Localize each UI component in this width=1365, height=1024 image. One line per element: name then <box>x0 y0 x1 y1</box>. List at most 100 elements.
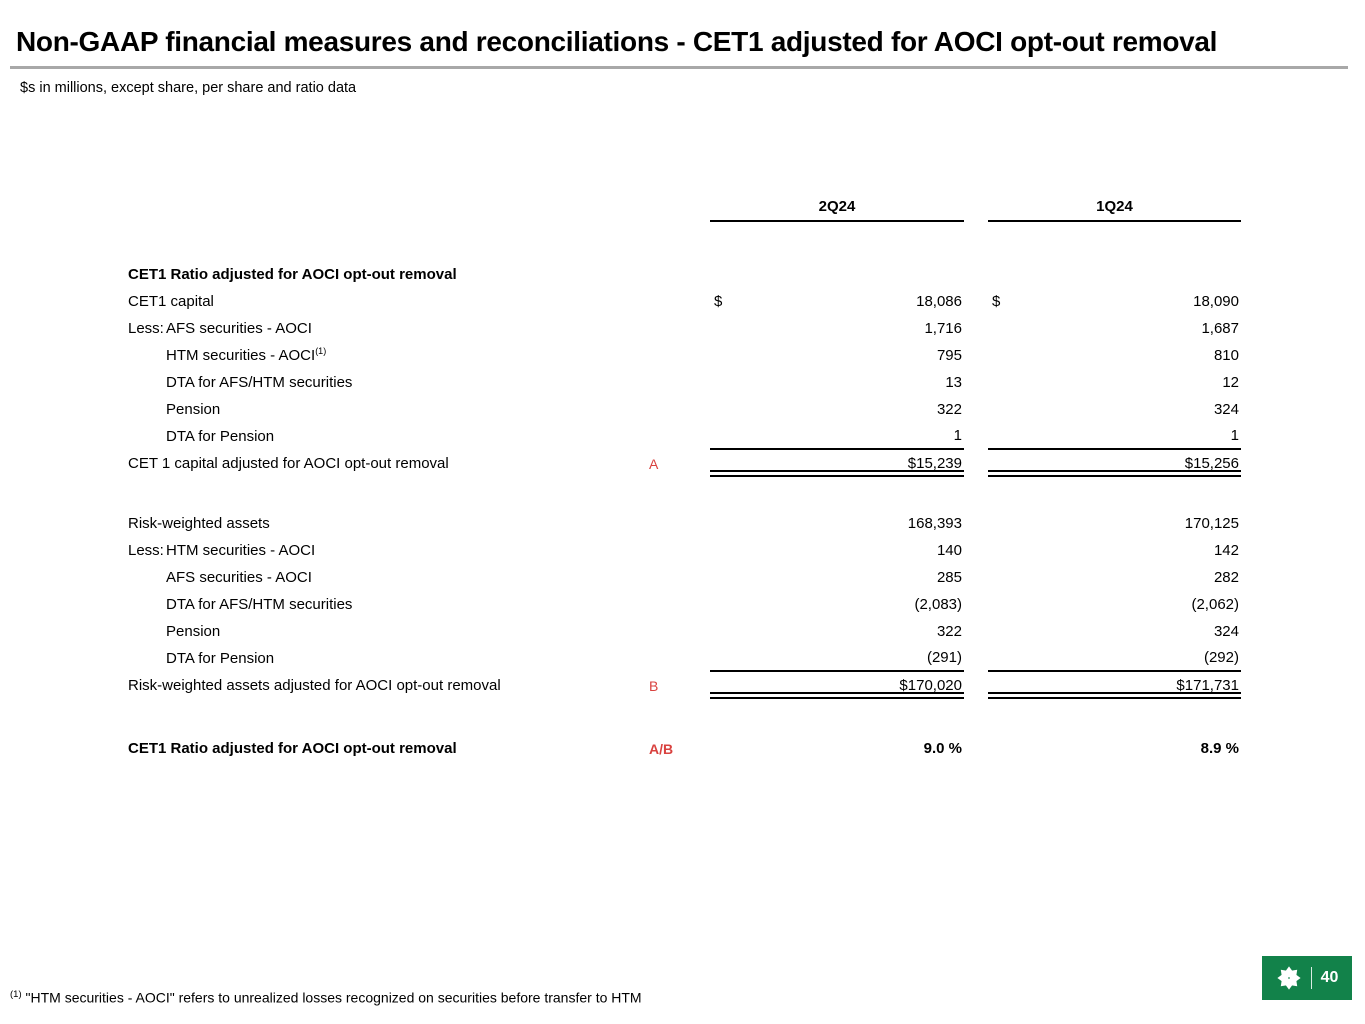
citizens-pinwheel-icon <box>1276 965 1302 991</box>
table-row: CET 1 capital adjusted for AOCI opt-out … <box>128 450 1241 477</box>
row-label-text: HTM securities - AOCI <box>166 542 316 559</box>
row-label-text: Pension <box>166 401 221 418</box>
row-label-text: AFS securities - AOCI <box>166 320 312 337</box>
row-label: HTM securities - AOCI(1) <box>128 346 645 365</box>
value-cell: 12 <box>988 369 1241 396</box>
cell-value: 810 <box>1213 347 1239 364</box>
value-cell: 795 <box>710 342 964 369</box>
row-label-text: CET1 Ratio adjusted for AOCI opt-out rem… <box>128 740 457 757</box>
footnote-marker: (1) <box>10 989 22 1000</box>
value-cell: 322 <box>710 396 964 423</box>
value-cell: 142 <box>988 537 1241 564</box>
row-label: DTA for Pension <box>128 650 645 667</box>
section-spacer <box>128 699 1241 735</box>
table-row: AFS securities - AOCI 285 282 <box>128 564 1241 591</box>
cell-value: $15,256 <box>1184 455 1239 472</box>
cell-value: 1 <box>953 427 962 444</box>
cell-value: 8.9 % <box>1200 740 1239 757</box>
row-reference-letter: B <box>649 677 659 694</box>
table-row: CET1 capital $18,086 $18,090 <box>128 288 1241 315</box>
row-label: Pension <box>128 623 645 640</box>
cell-value: $170,020 <box>899 677 962 694</box>
cell-value: 282 <box>1213 569 1239 586</box>
row-label: DTA for Pension <box>128 428 645 445</box>
row-label-prefix: Less: <box>128 542 164 559</box>
value-cell: (2,083) <box>710 591 964 618</box>
footnote-text: "HTM securities - AOCI" refers to unreal… <box>25 989 642 1006</box>
table-row: Less: AFS securities - AOCI 1,716 1,687 <box>128 315 1241 342</box>
cell-value: (2,062) <box>1191 596 1239 613</box>
row-label-text: CET1 capital <box>128 293 214 310</box>
value-cell: 285 <box>710 564 964 591</box>
row-label-text: DTA for Pension <box>166 428 275 445</box>
cell-value: 1 <box>1230 427 1239 444</box>
row-reference-letter: A <box>649 455 659 472</box>
cell-value: 324 <box>1213 401 1239 418</box>
value-cell: $18,086 <box>710 288 964 315</box>
cell-value: 795 <box>936 347 962 364</box>
brand-divider <box>1310 967 1312 989</box>
cell-value: 168,393 <box>907 515 962 532</box>
value-cell: (291) <box>710 645 964 672</box>
row-label: CET1 Ratio adjusted for AOCI opt-out rem… <box>128 266 645 283</box>
cell-value: 18,090 <box>1193 293 1239 310</box>
table-row: DTA for AFS/HTM securities 13 12 <box>128 369 1241 396</box>
cell-value: 285 <box>936 569 962 586</box>
row-label-text: DTA for AFS/HTM securities <box>166 374 353 391</box>
cell-value: $15,239 <box>907 455 962 472</box>
cell-value: 12 <box>1222 374 1239 391</box>
page-title: Non-GAAP financial measures and reconcil… <box>16 26 1218 57</box>
cell-value: 322 <box>936 623 962 640</box>
section-spacer <box>128 477 1241 510</box>
footnote: (1) "HTM securities - AOCI" refers to un… <box>10 989 642 1006</box>
row-label: AFS securities - AOCI <box>128 569 645 586</box>
cell-value: (2,083) <box>914 596 962 613</box>
value-cell: 810 <box>988 342 1241 369</box>
footnote-reference: (1) <box>315 346 327 356</box>
currency-symbol: $ <box>992 293 1001 310</box>
row-label: CET1 capital <box>128 293 645 310</box>
value-cell: 140 <box>710 537 964 564</box>
cell-value: 18,086 <box>916 293 962 310</box>
table-row: HTM securities - AOCI(1) 795 810 <box>128 342 1241 369</box>
table-row: CET1 Ratio adjusted for AOCI opt-out rem… <box>128 261 1241 288</box>
value-cell: 8.9 % <box>988 735 1241 762</box>
cell-value: (291) <box>926 649 962 666</box>
cell-value: 1,687 <box>1201 320 1239 337</box>
column-header-1q24: 1Q24 <box>988 195 1241 222</box>
value-cell: 170,125 <box>988 510 1241 537</box>
cell-value: $171,731 <box>1176 677 1239 694</box>
cell-value: 324 <box>1213 623 1239 640</box>
value-cell: 1,716 <box>710 315 964 342</box>
row-label-text: HTM securities - AOCI <box>166 347 316 364</box>
row-label-prefix: Less: <box>128 320 164 337</box>
value-cell: (2,062) <box>988 591 1241 618</box>
value-cell: $170,020 <box>710 672 964 699</box>
table-row: Risk-weighted assets 168,393 170,125 <box>128 510 1241 537</box>
row-label-text: CET1 Ratio adjusted for AOCI opt-out rem… <box>128 266 457 283</box>
value-cell: 13 <box>710 369 964 396</box>
page-number: 40 <box>1320 969 1339 986</box>
row-label: Less: AFS securities - AOCI <box>128 320 645 337</box>
row-label: Pension <box>128 401 645 418</box>
row-label-text: AFS securities - AOCI <box>166 569 312 586</box>
row-label: Risk-weighted assets adjusted for AOCI o… <box>128 677 645 694</box>
brand-footer: 40 <box>1262 956 1352 1000</box>
table-row: CET1 Ratio adjusted for AOCI opt-out rem… <box>128 735 1241 762</box>
value-cell: $171,731 <box>988 672 1241 699</box>
value-cell: 1 <box>710 423 964 450</box>
cell-value: 142 <box>1213 542 1239 559</box>
value-cell: 324 <box>988 396 1241 423</box>
cell-value: (292) <box>1203 649 1239 666</box>
table-row: DTA for AFS/HTM securities (2,083) (2,062) <box>128 591 1241 618</box>
row-label: CET1 Ratio adjusted for AOCI opt-out rem… <box>128 740 645 757</box>
table-row: DTA for Pension (291) (292) <box>128 645 1241 672</box>
value-cell: 168,393 <box>710 510 964 537</box>
column-header-2q24: 2Q24 <box>710 195 964 222</box>
table-row: Risk-weighted assets adjusted for AOCI o… <box>128 672 1241 699</box>
cell-value: 9.0 % <box>923 740 962 757</box>
table-row: DTA for Pension 1 1 <box>128 423 1241 450</box>
row-label-text: Pension <box>166 623 221 640</box>
row-label-text: Risk-weighted assets adjusted for AOCI o… <box>128 677 501 694</box>
value-cell <box>710 261 964 288</box>
